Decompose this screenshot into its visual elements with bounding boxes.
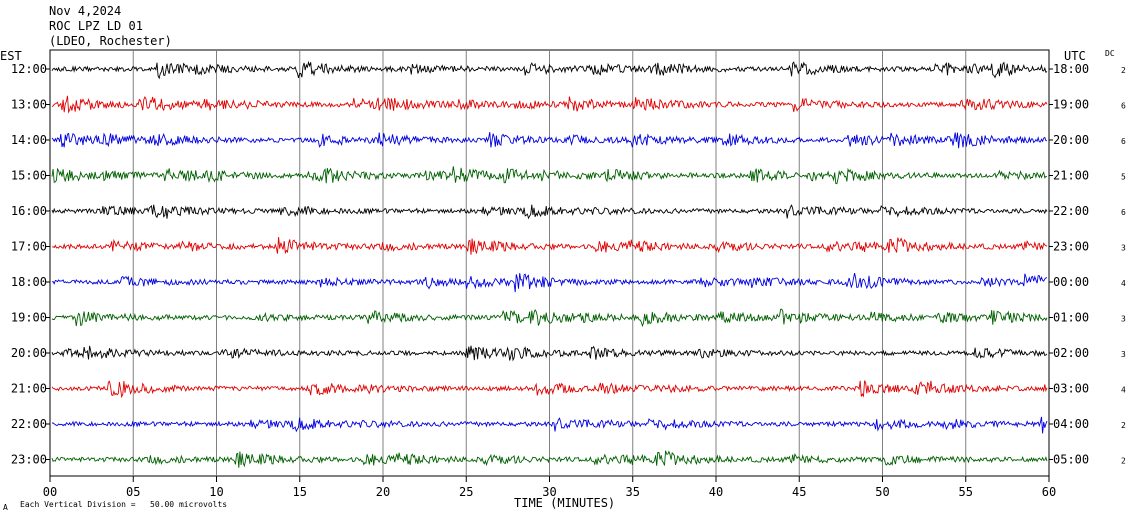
est-hour-label: 20:00 [11,346,47,360]
dc-header-label: DC [1105,49,1115,58]
utc-hour-label: 03:00 [1053,382,1089,396]
seismic-trace [51,95,1048,114]
utc-hour-label: 01:00 [1053,311,1089,325]
seismic-trace [51,204,1048,220]
est-hour-label: 12:00 [11,62,47,76]
seismic-trace [51,132,1048,149]
dc-offset-label: 6 [1121,137,1126,146]
seismic-trace [51,308,1048,328]
x-tick-label: 60 [1042,485,1056,499]
dc-offset-label: 6 [1121,208,1126,217]
est-hour-label: 19:00 [11,311,47,325]
record-date: Nov 4,2024 [49,4,122,18]
x-tick-label: 10 [209,485,223,499]
scale-footnote: Each Vertical Division = 50.00 microvolt… [20,500,228,509]
est-hour-label: 23:00 [11,453,47,467]
x-axis-title: TIME (MINUTES) [514,496,615,510]
utc-hour-label: 23:00 [1053,240,1089,254]
station-name: ROC LPZ LD 01 [49,19,143,33]
dc-offset-label: 3 [1121,315,1126,324]
dc-offset-label: 3 [1121,244,1126,253]
est-hour-label: 21:00 [11,382,47,396]
est-hour-label: 17:00 [11,240,47,254]
seismic-trace [51,166,1048,185]
x-tick-label: 25 [459,485,473,499]
utc-hour-label: 22:00 [1053,204,1089,218]
est-hour-label: 13:00 [11,98,47,112]
x-tick-label: 15 [293,485,307,499]
utc-hour-label: 21:00 [1053,169,1089,183]
est-hour-label: 22:00 [11,417,47,431]
est-hour-label: 15:00 [11,169,47,183]
corner-mark: A [3,503,8,512]
trace-layer [51,60,1048,468]
left-zone-label: EST [0,49,22,63]
utc-hour-label: 02:00 [1053,346,1089,360]
utc-hour-label: 20:00 [1053,133,1089,147]
est-hour-label: 14:00 [11,133,47,147]
x-tick-label: 05 [126,485,140,499]
x-tick-label: 35 [626,485,640,499]
x-tick-label: 40 [709,485,723,499]
x-tick-label: 00 [43,485,57,499]
dc-offset-label: 2 [1121,457,1126,466]
utc-hour-label: 19:00 [1053,98,1089,112]
x-tick-label: 50 [875,485,889,499]
x-tick-label: 45 [792,485,806,499]
utc-hour-label: 05:00 [1053,453,1089,467]
dc-offset-label: 4 [1121,386,1126,395]
seismic-trace [52,416,1048,434]
right-zone-label: UTC [1064,49,1086,63]
seismic-trace [51,380,1048,399]
seismic-trace [51,345,1048,362]
dc-offset-label: 5 [1121,173,1126,182]
utc-hour-label: 04:00 [1053,417,1089,431]
dc-offset-label: 2 [1121,66,1126,75]
dc-offset-label: 4 [1121,279,1126,288]
network-name: (LDEO, Rochester) [49,34,172,48]
x-tick-label: 30 [542,485,556,499]
grid-layer [46,49,1053,482]
dc-offset-label: 6 [1121,102,1126,111]
seismic-trace [51,273,1048,293]
est-hour-label: 18:00 [11,275,47,289]
dc-offset-label: 2 [1121,421,1126,430]
x-tick-label: 20 [376,485,390,499]
seismic-trace [51,450,1048,468]
seismic-trace [51,237,1048,255]
dc-offset-label: 3 [1121,350,1126,359]
seismic-trace [51,60,1048,80]
est-hour-label: 16:00 [11,204,47,218]
utc-hour-label: 18:00 [1053,62,1089,76]
label-layer: EST UTC DC TIME (MINUTES) 00 05 10 15 20 25 30… [0,49,1126,510]
utc-hour-label: 00:00 [1053,275,1089,289]
x-tick-label: 55 [959,485,973,499]
